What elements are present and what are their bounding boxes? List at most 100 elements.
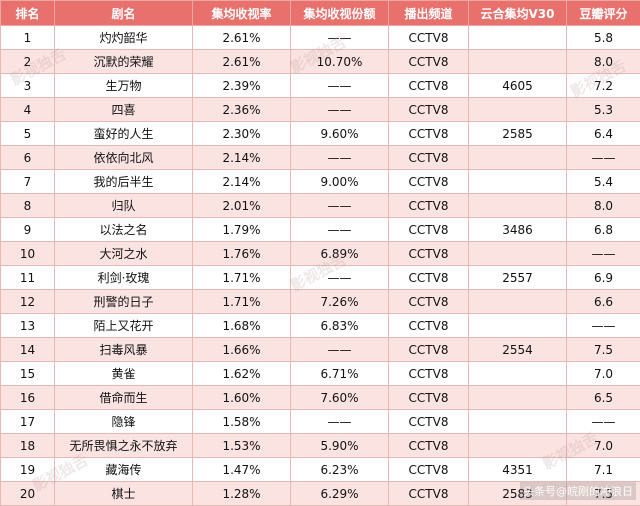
cell-share: —— (291, 98, 389, 122)
cell-rating: 2.61% (193, 50, 291, 74)
cell-rating: 1.71% (193, 290, 291, 314)
cell-rank: 1 (1, 26, 55, 50)
cell-douban: 7.2 (567, 74, 640, 98)
cell-v30: 4605 (469, 74, 567, 98)
cell-v30 (469, 98, 567, 122)
cell-rating: 1.47% (193, 458, 291, 482)
cell-share: —— (291, 338, 389, 362)
cell-douban: 8.0 (567, 50, 640, 74)
cell-v30 (469, 50, 567, 74)
cell-title: 无所畏惧之永不放弃 (55, 434, 193, 458)
cell-rank: 3 (1, 74, 55, 98)
header-channel: 播出频道 (389, 1, 469, 26)
header-title: 剧名 (55, 1, 193, 26)
cell-rank: 18 (1, 434, 55, 458)
cell-channel: CCTV8 (389, 122, 469, 146)
cell-title: 利剑·玫瑰 (55, 266, 193, 290)
cell-share: 9.00% (291, 170, 389, 194)
cell-v30: 2585 (469, 122, 567, 146)
cell-rank: 16 (1, 386, 55, 410)
cell-rank: 14 (1, 338, 55, 362)
cell-title: 借命而生 (55, 386, 193, 410)
cell-share: 6.29% (291, 482, 389, 506)
cell-rating: 2.30% (193, 122, 291, 146)
cell-rating: 1.68% (193, 314, 291, 338)
cell-title: 蛮好的人生 (55, 122, 193, 146)
cell-title: 以法之名 (55, 218, 193, 242)
cell-rank: 12 (1, 290, 55, 314)
cell-title: 扫毒风暴 (55, 338, 193, 362)
cell-douban: —— (567, 314, 640, 338)
cell-v30 (469, 26, 567, 50)
cell-share: 9.60% (291, 122, 389, 146)
cell-channel: CCTV8 (389, 74, 469, 98)
cell-share: 7.60% (291, 386, 389, 410)
cell-share: —— (291, 26, 389, 50)
cell-channel: CCTV8 (389, 194, 469, 218)
cell-rating: 1.71% (193, 266, 291, 290)
cell-channel: CCTV8 (389, 482, 469, 506)
cell-v30 (469, 194, 567, 218)
cell-title: 黄雀 (55, 362, 193, 386)
cell-rating: 1.62% (193, 362, 291, 386)
cell-douban: 7.5 (567, 338, 640, 362)
cell-channel: CCTV8 (389, 314, 469, 338)
cell-rating: 2.14% (193, 146, 291, 170)
header-share: 集均收视份额 (291, 1, 389, 26)
cell-rank: 4 (1, 98, 55, 122)
cell-title: 棋士 (55, 482, 193, 506)
cell-channel: CCTV8 (389, 170, 469, 194)
cell-rating: 2.61% (193, 26, 291, 50)
cell-channel: CCTV8 (389, 266, 469, 290)
cell-channel: CCTV8 (389, 386, 469, 410)
cell-v30 (469, 290, 567, 314)
cell-v30 (469, 434, 567, 458)
cell-douban: —— (567, 146, 640, 170)
cell-v30 (469, 386, 567, 410)
cell-share: —— (291, 194, 389, 218)
cell-share: —— (291, 410, 389, 434)
cell-channel: CCTV8 (389, 98, 469, 122)
cell-douban: 5.8 (567, 26, 640, 50)
cell-douban: 6.6 (567, 290, 640, 314)
cell-title: 隐锋 (55, 410, 193, 434)
cell-douban: 8.0 (567, 194, 640, 218)
cell-title: 大河之水 (55, 242, 193, 266)
cell-share: 6.83% (291, 314, 389, 338)
header-rating: 集均收视率 (193, 1, 291, 26)
cell-rank: 11 (1, 266, 55, 290)
cell-channel: CCTV8 (389, 410, 469, 434)
cell-rating: 1.28% (193, 482, 291, 506)
cell-rank: 2 (1, 50, 55, 74)
cell-v30 (469, 146, 567, 170)
cell-share: —— (291, 266, 389, 290)
cell-channel: CCTV8 (389, 146, 469, 170)
cell-rating: 2.14% (193, 170, 291, 194)
cell-douban: 5.4 (567, 170, 640, 194)
cell-rank: 13 (1, 314, 55, 338)
cell-rating: 1.53% (193, 434, 291, 458)
cell-rating: 1.60% (193, 386, 291, 410)
cell-v30 (469, 410, 567, 434)
cell-rating: 1.76% (193, 242, 291, 266)
cell-douban: 6.9 (567, 266, 640, 290)
cell-title: 藏海传 (55, 458, 193, 482)
cell-v30: 3486 (469, 218, 567, 242)
